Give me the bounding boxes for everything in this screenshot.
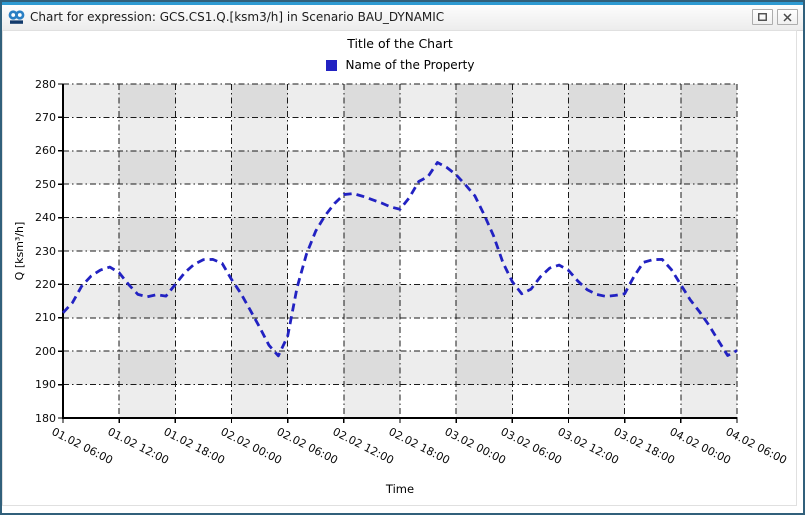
legend-series-label: Name of the Property (345, 58, 475, 72)
y-tick-label: 250 (35, 177, 56, 191)
y-axis-title: Q [ksm³/h] (13, 221, 26, 281)
app-icon (8, 8, 25, 25)
legend-series-marker (325, 59, 337, 71)
y-tick-label: 230 (35, 244, 56, 258)
y-tick-label: 180 (35, 411, 56, 425)
y-tick-label: 200 (35, 344, 56, 358)
legend: Name of the Property (63, 57, 737, 73)
y-tick-label: 260 (35, 144, 56, 158)
titlebar-accent-line (2, 2, 803, 5)
y-tick-label: 240 (35, 211, 56, 225)
window-bottom-strip (2, 506, 803, 513)
y-tick-label: 280 (35, 77, 56, 91)
maximize-button[interactable] (752, 9, 773, 25)
close-button[interactable] (777, 9, 798, 25)
y-tick-label: 270 (35, 110, 56, 124)
window-title: Chart for expression: GCS.CS1.Q.[ksm3/h]… (30, 10, 445, 24)
y-tick-label: 210 (35, 311, 56, 325)
y-tick-label: 220 (35, 277, 56, 291)
x-axis-title: Time (385, 482, 415, 496)
window-controls (752, 9, 798, 25)
maximize-icon (758, 13, 767, 21)
title-bar[interactable]: Chart for expression: GCS.CS1.Q.[ksm3/h]… (2, 5, 803, 31)
y-tick-label: 190 (35, 378, 56, 392)
chart-title: Title of the Chart (347, 36, 453, 51)
close-icon (783, 12, 792, 22)
